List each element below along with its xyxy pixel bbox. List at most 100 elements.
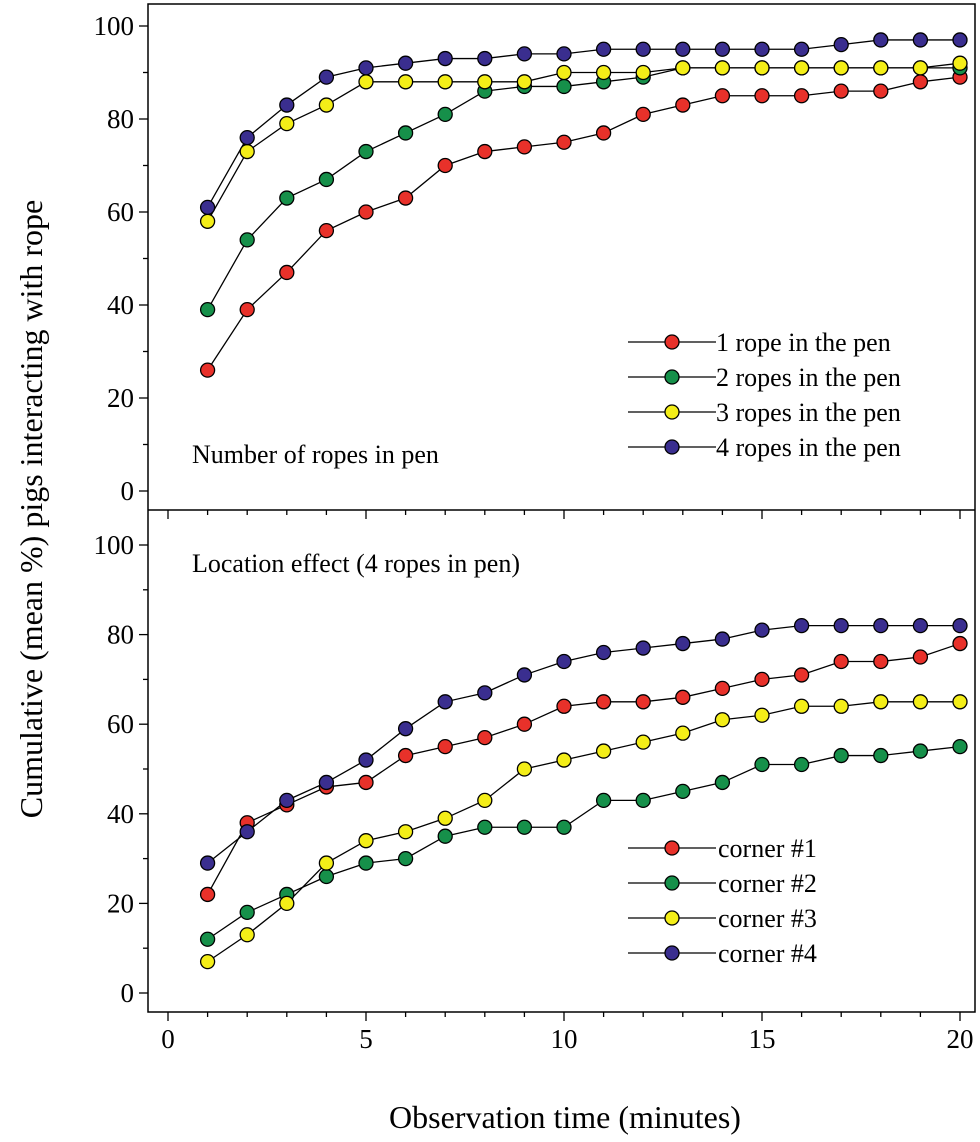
data-point [595,125,612,141]
data-point [912,694,929,710]
data-point [397,824,414,840]
data-point [714,631,731,647]
data-point [279,116,295,132]
data-point [397,55,414,71]
data-point [754,707,770,723]
data-point [635,694,651,710]
data-point [833,698,849,714]
data-point [793,88,810,104]
x-tick-label: 5 [359,1024,373,1054]
data-point [714,680,731,697]
data-point [714,60,731,76]
data-point [239,904,255,921]
data-point [437,828,453,844]
data-point [833,83,849,99]
data-point [754,622,770,638]
data-point [793,60,810,76]
data-point [397,721,414,737]
data-point [199,953,216,970]
data-point [239,129,255,146]
legend-marker [664,910,680,926]
data-point [595,64,612,81]
y-tick-label: 100 [94,11,135,41]
data-point [793,756,810,773]
data-point [397,850,414,867]
data-point [239,301,255,318]
data-point [793,667,810,683]
panel-title: Location effect (4 ropes in pen) [192,549,520,578]
data-point [477,74,493,90]
series-line [207,701,960,963]
data-point [318,774,335,791]
legend-label: 3 ropes in the pen [716,398,901,427]
data-point [477,143,493,160]
data-point [833,617,849,634]
data-point [437,74,453,90]
y-tick-label: 40 [107,799,134,829]
data-point [239,927,255,943]
data-point [318,97,335,113]
data-point [635,64,651,81]
data-point [279,264,295,281]
data-point [437,810,453,826]
legend-marker [664,439,680,455]
data-point [516,819,533,835]
legend-label: 4 ropes in the pen [716,433,901,462]
data-point [912,60,929,76]
data-point [912,649,929,665]
data-point [477,792,493,809]
data-point [912,32,929,48]
legend-label: corner #1 [718,834,817,863]
data-point [556,64,572,81]
data-point [556,134,572,150]
data-point [952,617,968,634]
data-point [516,139,533,155]
data-point [833,747,849,764]
data-point [952,738,968,755]
data-point [199,301,216,318]
legend-label: 2 ropes in the pen [716,363,901,392]
y-tick-label: 0 [121,476,135,506]
data-point [516,667,533,683]
data-point [318,222,335,239]
data-point [516,716,533,732]
series-line [207,76,961,371]
y-tick-label: 20 [107,888,134,918]
data-point [873,694,889,710]
data-point [477,50,493,67]
y-tick-label: 0 [121,978,135,1008]
data-point [635,640,651,656]
data-point [239,232,255,248]
data-point [595,743,612,759]
data-point [873,653,889,670]
plot-frame [147,3,976,1013]
data-point [397,747,414,764]
data-point [199,199,216,216]
data-point [873,617,889,634]
data-point [754,41,770,57]
legend-marker [664,334,680,350]
legend-label: corner #3 [718,904,817,933]
data-point [754,88,770,104]
x-tick-label: 15 [749,1024,776,1054]
x-tick-label: 0 [161,1024,175,1054]
data-point [873,83,889,99]
data-point [675,60,691,76]
data-point [397,125,414,141]
y-tick-label: 80 [107,620,134,650]
y-tick-label: 60 [107,709,134,739]
data-point [199,213,216,229]
data-point [675,725,691,741]
data-point [437,50,453,67]
data-point [912,743,929,759]
data-point [912,74,929,90]
legend-marker [664,875,680,891]
data-point [556,78,572,95]
data-point [437,738,453,755]
data-point [635,106,651,122]
data-point [714,88,731,104]
data-point [239,143,255,160]
y-tick-label: 20 [107,383,134,413]
y-tick-label: 40 [107,290,134,320]
data-point [477,819,493,835]
